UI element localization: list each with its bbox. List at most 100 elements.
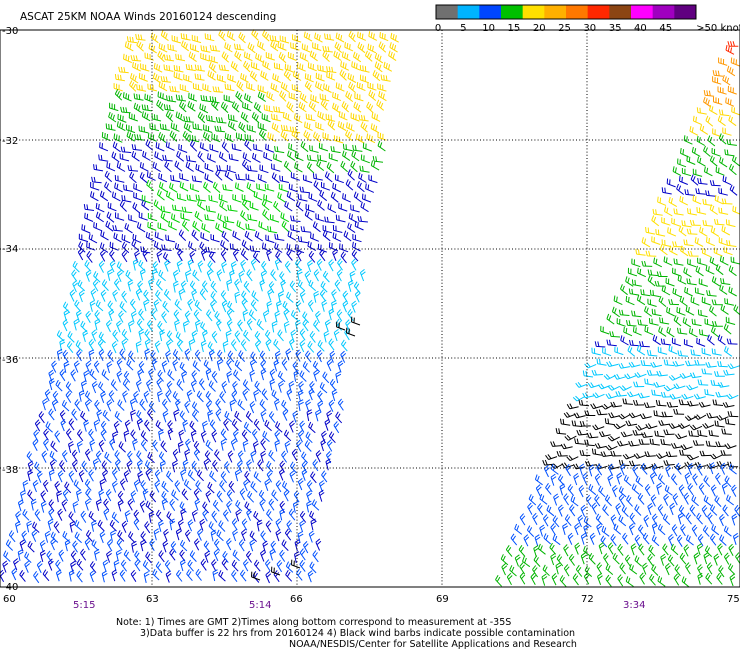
wind-barb [209, 143, 219, 153]
wind-barb [106, 550, 112, 563]
wind-barb [537, 543, 546, 555]
wind-barb [721, 428, 732, 435]
wind-barb [43, 438, 49, 451]
wind-barb [563, 411, 576, 418]
wind-barb [80, 380, 87, 393]
wind-barb [24, 551, 32, 563]
wind-barb [172, 359, 179, 372]
wind-barb [345, 91, 354, 102]
wind-barb [260, 530, 267, 543]
wind-barb [158, 519, 164, 532]
wind-barb [245, 223, 256, 231]
wind-barb [588, 464, 595, 477]
wind-barb [287, 230, 297, 241]
wind-barb [185, 438, 191, 451]
wind-barb [119, 478, 126, 491]
wind-barb [566, 455, 579, 462]
wind-barb [711, 321, 723, 327]
wind-barb [297, 235, 308, 244]
wind-barb [276, 300, 282, 313]
wind-barb [283, 160, 292, 173]
wind-barb [328, 259, 335, 272]
wind-barb [324, 33, 335, 41]
wind-barb [175, 569, 183, 582]
wind-barb [69, 520, 76, 533]
wind-barb [232, 249, 239, 262]
wind-barb [165, 234, 176, 243]
wind-barb [304, 270, 311, 284]
wind-barb [677, 275, 687, 285]
wind-barb [710, 326, 719, 338]
wind-barb [84, 399, 91, 412]
wind-barb [594, 442, 607, 449]
wind-barb [200, 558, 207, 571]
wind-barb [360, 201, 369, 213]
wind-barb [163, 289, 172, 301]
wind-barb [284, 260, 291, 273]
wind-barb [173, 71, 183, 81]
wind-barb [62, 301, 71, 314]
wind-barb [204, 214, 215, 222]
wind-barb [183, 479, 192, 491]
wind-barb [257, 84, 267, 94]
wind-barb [242, 102, 252, 111]
wind-barb [594, 494, 601, 507]
wind-barb [158, 172, 168, 183]
wind-barb [133, 192, 143, 201]
wind-barb [290, 329, 297, 342]
wind-barb [32, 479, 39, 493]
wind-barb [98, 439, 105, 453]
wind-barb [354, 92, 364, 102]
wind-barb [315, 81, 324, 92]
wind-barb [308, 421, 316, 434]
wind-barb [286, 291, 294, 303]
wind-barb [241, 429, 249, 442]
wind-barb [169, 182, 178, 193]
wind-barb [710, 453, 723, 460]
wind-barb [195, 568, 202, 581]
wind-barb [634, 504, 642, 516]
wind-barb [668, 299, 680, 306]
wind-barb [54, 430, 61, 443]
wind-barb [719, 156, 728, 168]
wind-barb [686, 454, 699, 461]
wind-barb [697, 178, 708, 185]
wind-barb [701, 505, 708, 518]
wind-barb [291, 448, 298, 461]
wind-barb [680, 245, 689, 257]
wind-barb [545, 483, 552, 495]
wind-barb [116, 161, 126, 172]
wind-barb [98, 260, 105, 273]
wind-barb [203, 124, 213, 133]
wind-barb [114, 458, 121, 472]
wind-barb [60, 419, 67, 432]
wind-barb [157, 369, 164, 382]
wind-barb [298, 399, 304, 412]
wind-barb [71, 459, 78, 473]
wind-barb [586, 432, 599, 439]
wind-barb [697, 564, 703, 577]
wind-barb [130, 310, 137, 323]
wind-barb [651, 564, 659, 576]
wind-barb [269, 378, 276, 391]
wind-barb [689, 126, 699, 136]
wind-barb [158, 269, 166, 282]
wind-barb [241, 298, 248, 311]
wind-barb [683, 239, 694, 247]
wind-barb [640, 462, 648, 475]
wind-barb [618, 362, 630, 369]
wind-barb [207, 260, 214, 273]
wind-barb [100, 289, 107, 302]
wind-barb [312, 550, 319, 563]
wind-barb [173, 280, 179, 293]
wind-barb [544, 464, 550, 478]
wind-barb [348, 30, 356, 43]
wind-barb [714, 195, 724, 205]
wind-barb [95, 202, 105, 213]
wind-barb [198, 378, 206, 391]
wind-barb [175, 94, 187, 102]
wind-barb [117, 499, 124, 512]
wind-barb [615, 390, 627, 397]
wind-barb [99, 242, 109, 253]
wind-barb [694, 287, 705, 296]
